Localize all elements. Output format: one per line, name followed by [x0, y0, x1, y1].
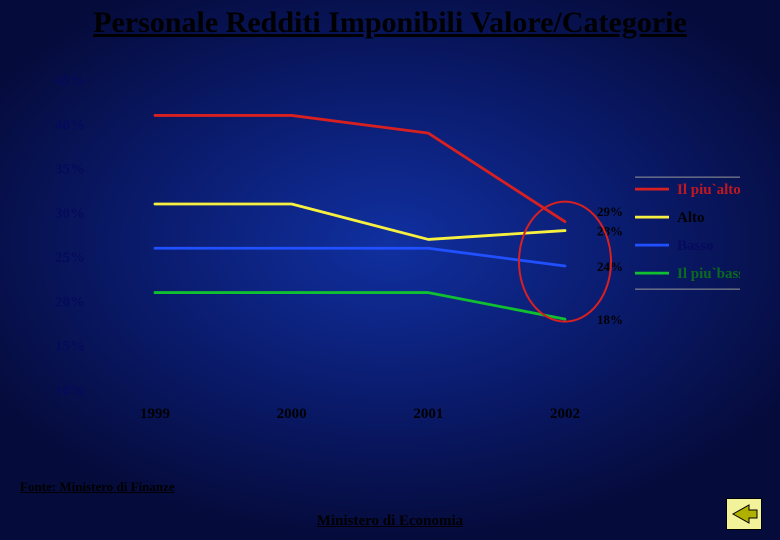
line-chart: 10% 15% 20% 25% 30% 35% 40% 45% 1999 2000 2001 2002…: [40, 70, 740, 430]
x-tick-label: 1999: [140, 406, 170, 422]
legend-label-basso: Basso: [677, 238, 714, 254]
series-line-basso: [155, 248, 565, 266]
legend-label-piu_basso: Il piu`basso: [677, 266, 740, 282]
series-line-alto: [155, 204, 565, 239]
chart-container: 10% 15% 20% 25% 30% 35% 40% 45% 1999 2000 2001 2002…: [40, 70, 740, 430]
back-arrow-icon: [727, 499, 761, 529]
y-tick-label: 45%: [55, 73, 85, 89]
y-tick-label: 20%: [55, 294, 85, 310]
end-label: 29%: [597, 204, 623, 219]
footer-caption: Ministero di Economia: [0, 513, 780, 530]
source-caption: Fonte: Ministero di Finanze: [20, 479, 175, 495]
x-tick-label: 2001: [413, 406, 443, 422]
series-line-piu_basso: [155, 293, 565, 320]
legend-label-piu_alto: Il piu`alto: [677, 182, 740, 198]
slide-root: Personale Redditi Imponibili Valore/Cate…: [0, 0, 780, 540]
end-label: 18%: [597, 312, 623, 327]
y-tick-label: 15%: [55, 339, 85, 355]
y-tick-label: 40%: [55, 117, 85, 133]
y-tick-label: 10%: [55, 383, 85, 399]
y-tick-label: 25%: [55, 250, 85, 266]
legend-label-alto: Alto: [677, 210, 705, 226]
back-button[interactable]: [726, 498, 762, 530]
x-tick-label: 2000: [277, 406, 307, 422]
y-tick-label: 30%: [55, 206, 85, 222]
series-line-piu_alto: [155, 115, 565, 221]
page-title: Personale Redditi Imponibili Valore/Cate…: [0, 6, 780, 40]
x-tick-label: 2002: [550, 406, 580, 422]
y-tick-label: 35%: [55, 162, 85, 178]
